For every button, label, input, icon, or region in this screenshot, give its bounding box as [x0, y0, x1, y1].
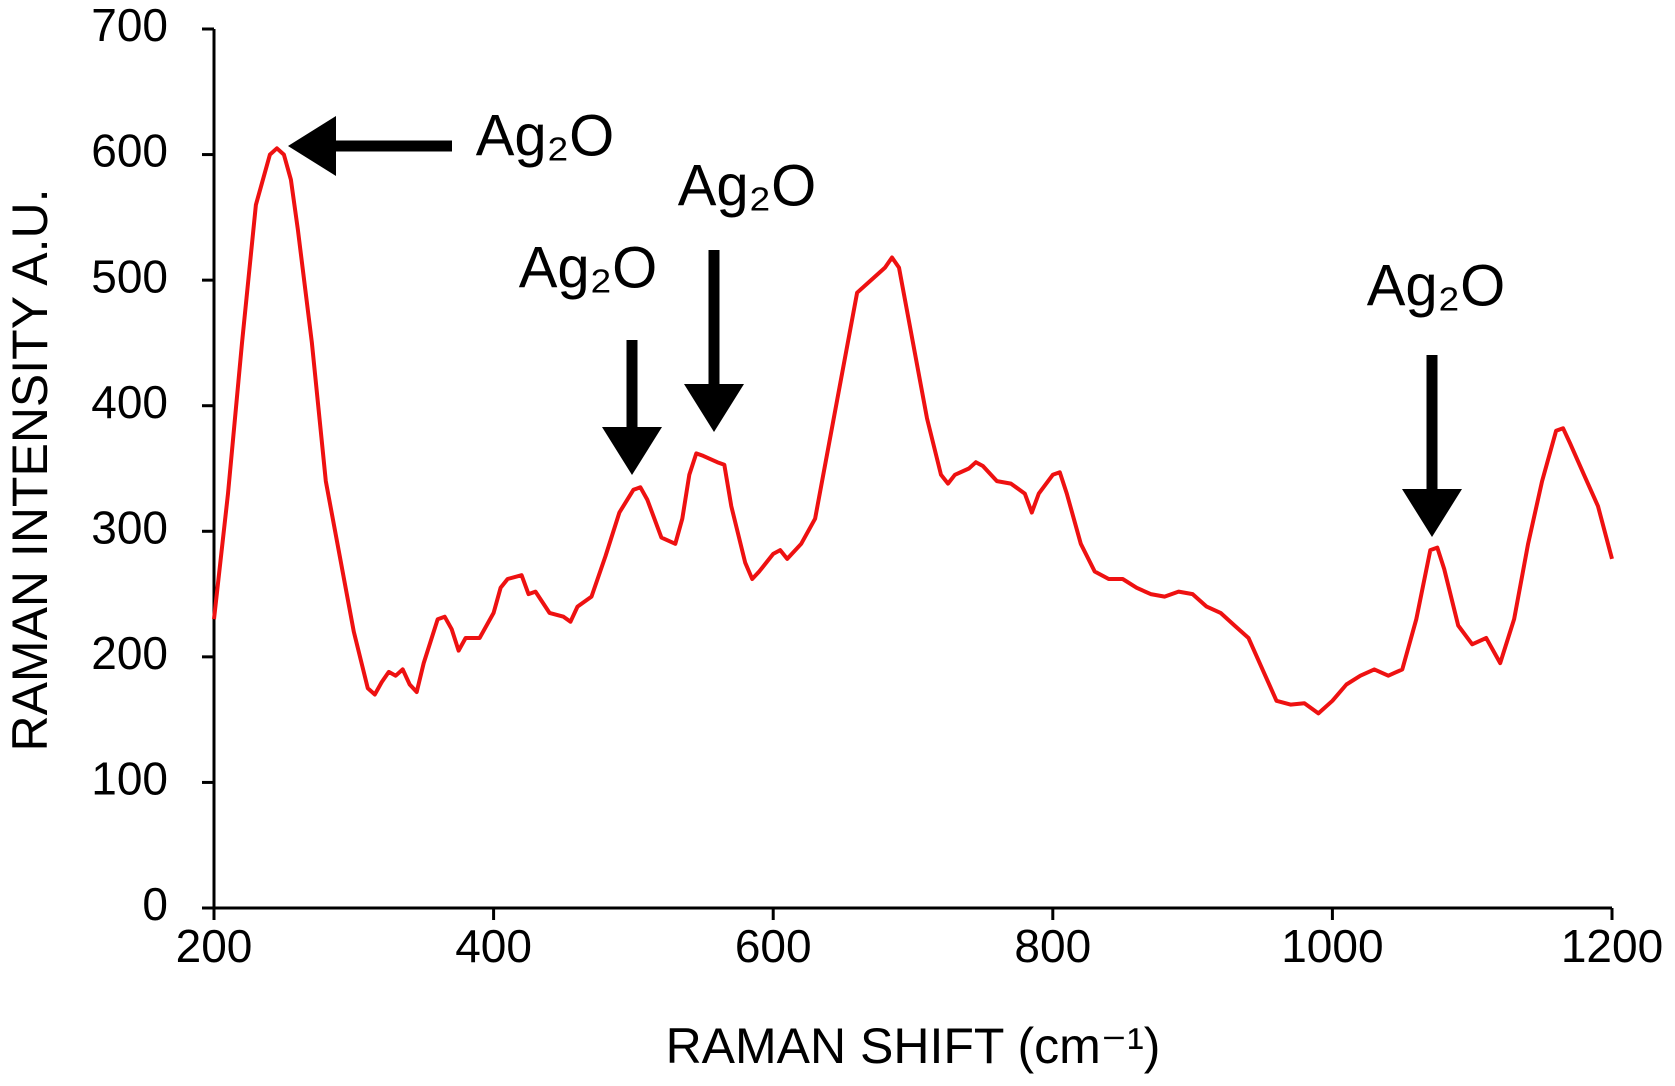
y-tick-label: 600	[91, 125, 168, 177]
y-tick-label: 400	[91, 376, 168, 428]
x-tick-label: 200	[176, 920, 253, 972]
arrow-head	[602, 427, 662, 475]
annotation-label: Ag₂O	[519, 235, 658, 300]
annotation-label: Ag₂O	[1367, 253, 1506, 318]
annotation-label: Ag₂O	[678, 153, 817, 218]
x-tick-label: 400	[455, 920, 532, 972]
x-axis-title: RAMAN SHIFT (cm⁻¹)	[666, 1018, 1161, 1074]
data-line	[212, 146, 1614, 716]
y-tick-label: 0	[142, 878, 168, 930]
x-tick-label: 800	[1014, 920, 1091, 972]
arrow-head	[684, 384, 744, 432]
x-tick-label: 1000	[1281, 920, 1383, 972]
y-tick-label: 100	[91, 753, 168, 805]
y-tick-label: 500	[91, 250, 168, 302]
annotation-label: Ag₂O	[476, 103, 615, 168]
arrow-head	[1402, 489, 1462, 537]
y-tick-label: 300	[91, 501, 168, 553]
y-tick-label: 700	[91, 0, 168, 51]
y-tick-label: 200	[91, 627, 168, 679]
arrow-head	[288, 116, 336, 176]
x-tick-label: 1200	[1561, 920, 1663, 972]
x-tick-label: 600	[735, 920, 812, 972]
y-axis-title: RAMAN INTENSITY A.U.	[2, 188, 58, 751]
